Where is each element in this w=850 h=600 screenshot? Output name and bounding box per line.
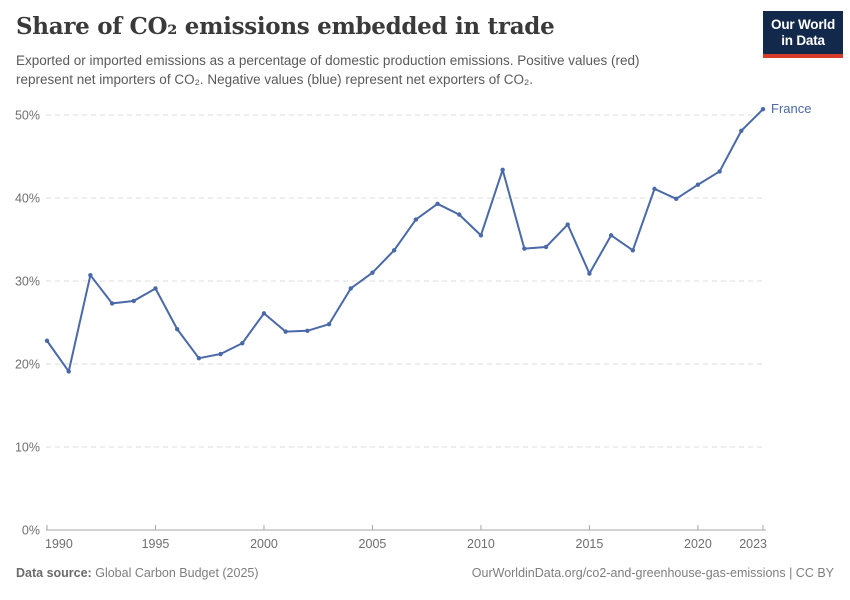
series-line-france — [46, 108, 764, 373]
data-point-1991 — [66, 369, 71, 374]
data-point-2012 — [522, 246, 527, 251]
data-point-2013 — [543, 244, 549, 250]
y-tick-label: 10% — [15, 441, 40, 455]
x-tick-label: 2000 — [250, 537, 278, 551]
y-tick-label: 50% — [15, 109, 40, 123]
data-source-value: Global Carbon Budget (2025) — [95, 566, 259, 580]
data-point-2005 — [370, 270, 375, 275]
data-point-2004 — [348, 286, 353, 291]
data-point-1993 — [109, 301, 115, 306]
y-tick-label: 30% — [15, 275, 40, 289]
page-title: Share of CO₂ emissions embedded in trade — [16, 13, 555, 40]
data-point-1992 — [88, 272, 93, 278]
owid-logo-line2: in Data — [781, 33, 825, 48]
data-source: Data source: Global Carbon Budget (2025) — [16, 566, 259, 580]
credit-link[interactable]: OurWorldinData.org/co2-and-greenhouse-ga… — [471, 566, 834, 580]
series-label-france: France — [771, 101, 811, 116]
data-point-2006 — [391, 248, 397, 253]
data-point-2003 — [326, 321, 332, 327]
x-tick-label: 2010 — [467, 537, 495, 551]
data-point-1999 — [240, 341, 245, 346]
y-tick-label: 40% — [15, 192, 40, 206]
data-point-2015 — [587, 271, 592, 276]
data-point-2014 — [565, 222, 570, 227]
data-point-2021 — [717, 169, 722, 174]
data-point-2016 — [608, 233, 614, 238]
data-point-2000 — [261, 311, 267, 316]
x-tick-label: 2020 — [684, 537, 712, 551]
data-source-label: Data source: — [16, 566, 92, 580]
x-tick-label: 1995 — [142, 537, 170, 551]
data-point-1998 — [218, 351, 223, 357]
owid-logo: Our World in Data — [763, 11, 843, 58]
y-tick-label: 20% — [15, 358, 40, 372]
x-tick-label: 2015 — [576, 537, 604, 551]
data-point-2008 — [435, 201, 440, 207]
subtitle-line-1: Exported or imported emissions as a perc… — [16, 53, 640, 68]
data-point-2019 — [674, 196, 679, 202]
subtitle-line-2: represent net importers of CO₂. Negative… — [16, 72, 533, 87]
data-point-2002 — [305, 328, 310, 333]
data-point-1995 — [153, 286, 158, 291]
x-tick-label: 2005 — [359, 537, 387, 551]
data-point-1997 — [196, 355, 202, 361]
data-point-2011 — [500, 167, 505, 172]
data-point-2009 — [457, 212, 462, 217]
chart-footer: Data source: Global Carbon Budget (2025)… — [16, 566, 834, 580]
data-point-1996 — [174, 326, 180, 332]
x-tick-label: 1990 — [45, 537, 73, 551]
data-point-2018 — [652, 186, 657, 192]
data-point-2023 — [760, 106, 766, 112]
chart-subtitle: Exported or imported emissions as a perc… — [16, 51, 640, 89]
data-point-1994 — [131, 298, 136, 304]
data-point-2020 — [695, 182, 701, 187]
owid-logo-line1: Our World — [771, 17, 835, 32]
y-tick-label: 0% — [22, 524, 40, 538]
x-tick-label: 2023 — [739, 537, 767, 551]
data-point-2017 — [630, 248, 636, 253]
data-point-1990 — [44, 338, 50, 343]
data-point-2001 — [283, 329, 288, 334]
data-point-2010 — [478, 233, 484, 238]
data-point-2022 — [739, 128, 744, 133]
data-point-2007 — [413, 217, 419, 222]
